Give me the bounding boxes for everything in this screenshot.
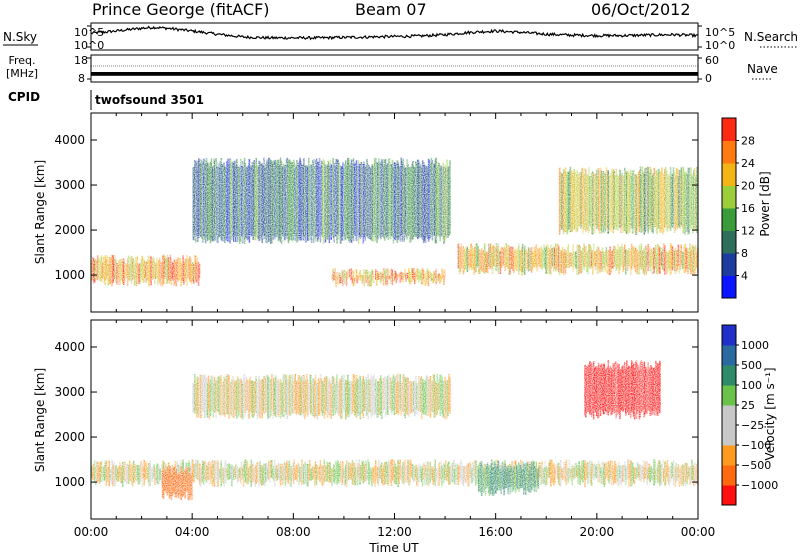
colorbar-segment (722, 425, 736, 446)
colorbar-tick-label: 20 (741, 180, 755, 193)
range-tick-label: 2000 (54, 430, 85, 444)
range-tick-label: 4000 (54, 133, 85, 147)
date-title: 06/Oct/2012 (591, 0, 691, 19)
colorbar-tick-label: 100 (741, 379, 762, 392)
n-sky-label: N.Sky (3, 30, 37, 44)
n-sky-line (90, 25, 699, 41)
colorbar-tick-label: −1000 (741, 479, 778, 492)
colorbar-tick-label: −500 (741, 459, 771, 472)
time-tick-label: 04:00 (175, 525, 210, 539)
colorbar-segment (722, 385, 736, 406)
power-speckle (91, 113, 698, 312)
colorbar-segment (722, 140, 736, 164)
noise-left-tick-top: 10^5 (74, 26, 104, 39)
x-axis-label: Time UT (368, 541, 419, 554)
beam-title: Beam 07 (355, 0, 427, 19)
colorbar-tick-label: 500 (741, 359, 762, 372)
colorbar-tick-label: 1000 (741, 339, 769, 352)
colorbar-segment (722, 163, 736, 186)
time-tick-label: 00:00 (74, 525, 109, 539)
frequency-band (91, 72, 698, 76)
time-tick-label: 16:00 (478, 525, 513, 539)
colorbar-tick-label: −25 (741, 419, 764, 432)
power-colorbar-label: Power [dB] (758, 171, 772, 236)
freq-left-tick-top: 18 (74, 54, 88, 67)
freq-right-tick-top: 60 (705, 54, 719, 67)
colorbar-tick-label: 24 (741, 157, 755, 170)
time-tick-label: 00:00 (681, 525, 716, 539)
freq-label-line2: [MHz] (6, 67, 38, 80)
colorbar-segment (722, 485, 736, 506)
colorbar-tick-label: 12 (741, 225, 755, 238)
power-axes: 1000 2000 3000 4000 (54, 113, 699, 312)
frequency-panel: Freq. [MHz] 18 8 60 0 Nave (6, 54, 778, 85)
colorbar-tick-label: −100 (741, 439, 771, 452)
time-tick-label: 08:00 (276, 525, 311, 539)
colorbar-segment (722, 275, 736, 299)
colorbar-segment (722, 325, 736, 346)
freq-right-tick-bottom: 0 (705, 72, 712, 85)
nave-label: Nave (747, 62, 778, 76)
noise-right-tick-top: 10^5 (705, 26, 735, 39)
range-tick-label: 3000 (54, 178, 85, 192)
colorbar-segment (722, 118, 736, 141)
cpid-label: CPID (8, 90, 40, 104)
noise-right-tick-bottom: 10^0 (705, 39, 735, 52)
colorbar-tick-label: 8 (741, 247, 748, 260)
range-tick-label: 3000 (54, 385, 85, 399)
colorbar-segment (722, 405, 736, 426)
colorbar-tick-label: 25 (741, 399, 755, 412)
colorbar-segment (722, 253, 736, 276)
velocity-panel: 1000 2000 3000 4000 00:00 04:00 08:00 12:00 16:0… (33, 319, 778, 554)
cpid-panel: CPID twofsound 3501 (8, 90, 204, 110)
freq-left-tick-bottom: 8 (78, 72, 85, 85)
range-tick-label: 1000 (54, 475, 85, 489)
time-tick-label: 20:00 (580, 525, 615, 539)
noise-panel: N.Sky 10^5 10^0 10^5 10^0 N.Search (3, 22, 798, 52)
velocity-axes: 1000 2000 3000 4000 00:00 04:00 08:00 12:00 16:0… (54, 320, 715, 539)
time-tick-label: 12:00 (377, 525, 412, 539)
colorbar-segment (722, 185, 736, 209)
colorbar-tick-label: 4 (741, 270, 748, 283)
colorbar-segment (722, 230, 736, 254)
power-ylabel: Slant Range [km] (33, 160, 47, 264)
noise-panel-ticks (87, 25, 702, 48)
power-colorbar: 4 8 12 16 20 24 28 (721, 117, 755, 299)
colorbar-segment (722, 365, 736, 386)
colorbar-segment (722, 445, 736, 466)
colorbar-segment (722, 345, 736, 366)
colorbar-segment (722, 208, 736, 231)
frequency-panel-ticks (87, 57, 702, 80)
n-search-label: N.Search (744, 30, 798, 44)
velocity-colorbar-label: Velocity [m s⁻¹] (763, 367, 777, 460)
cpid-value: twofsound 3501 (95, 93, 204, 107)
colorbar-tick-label: 16 (741, 202, 755, 215)
freq-label-line1: Freq. (8, 54, 35, 67)
colorbar-tick-label: 28 (741, 135, 755, 148)
station-title: Prince George (fitACF) (92, 0, 270, 19)
range-tick-label: 1000 (54, 268, 85, 282)
velocity-colorbar: 1000 500 100 25 −25 −100 −500 −1000 (721, 324, 778, 506)
noise-left-tick-bottom: 10^0 (74, 39, 104, 52)
velocity-speckle (91, 320, 698, 519)
range-tick-label: 4000 (54, 340, 85, 354)
power-panel: 1000 2000 3000 4000 Slant Range [km] 4 8 12 16… (33, 112, 772, 313)
range-tick-label: 2000 (54, 223, 85, 237)
colorbar-segment (722, 465, 736, 486)
colorbar-frame (721, 324, 737, 506)
velocity-ylabel: Slant Range [km] (33, 368, 47, 472)
